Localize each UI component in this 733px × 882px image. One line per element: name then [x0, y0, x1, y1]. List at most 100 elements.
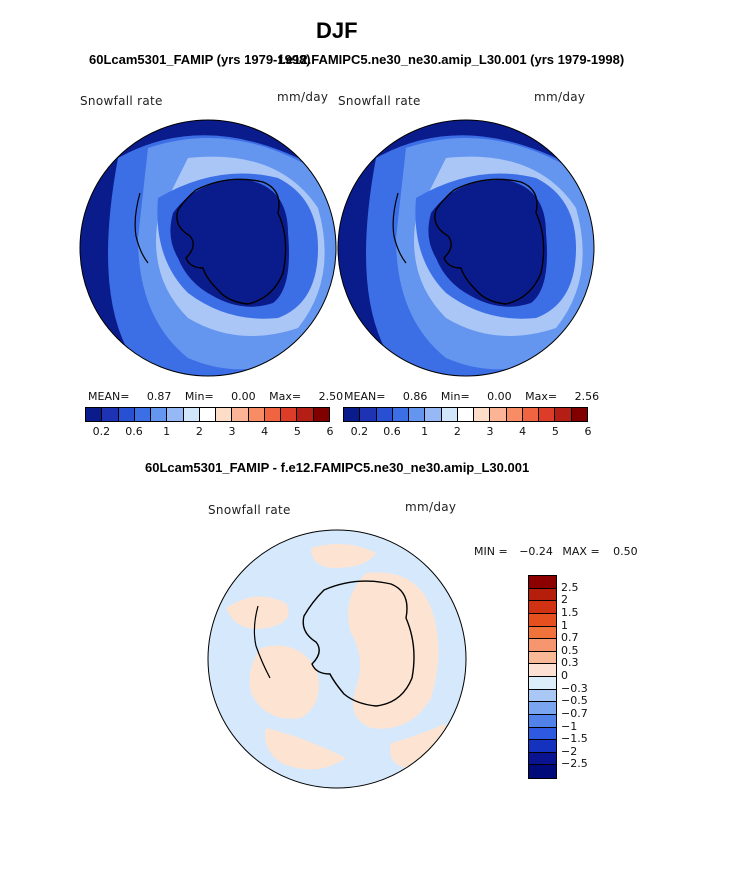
diff-map-positive-region — [348, 572, 439, 729]
colorbar-tick-label: 4 — [519, 425, 527, 438]
right-panel-subtitle: f.e12.FAMIPC5.ne30_ne30.amip_L30.001 (yr… — [278, 52, 625, 67]
colorbar-tick-label: 2 — [453, 425, 461, 438]
right-units-label: mm/day — [534, 90, 586, 104]
diff-map-positive-region — [390, 723, 446, 768]
colorbar-swatch — [522, 408, 540, 421]
colorbar-swatch — [392, 408, 410, 421]
colorbar-swatch — [529, 639, 556, 652]
colorbar-swatch — [199, 408, 217, 421]
colorbar-swatch — [102, 408, 119, 421]
right-stats: MEAN= 0.86 Min= 0.00 Max= 2.56 — [344, 390, 599, 403]
colorbar-swatch — [490, 408, 507, 421]
colorbar-swatch — [183, 408, 200, 421]
colorbar-level-label: 0 — [561, 669, 568, 682]
colorbar-tick-label: 6 — [326, 425, 334, 438]
colorbar-swatch — [529, 601, 556, 614]
colorbar-swatch — [151, 408, 168, 421]
colorbar-swatch — [297, 408, 314, 421]
colorbar-swatch — [529, 727, 556, 741]
diff-min-value: −0.24 — [519, 545, 553, 558]
diff-map-positive-region — [265, 728, 346, 770]
right-max-label: Max= — [525, 390, 558, 403]
colorbar-tick-label: 5 — [293, 425, 301, 438]
colorbar-swatch — [248, 408, 265, 421]
map-peninsula-coast — [392, 192, 407, 264]
left-max-label: Max= — [269, 390, 302, 403]
left-min-label: Min= — [184, 390, 214, 403]
right-variable-label: Snowfall rate — [338, 94, 421, 108]
colorbar-tick-label: 5 — [551, 425, 559, 438]
left-polar-map — [79, 119, 337, 377]
colorbar-level-label: 0.5 — [561, 643, 579, 657]
colorbar-swatch — [529, 576, 556, 589]
colorbar-swatch — [506, 408, 523, 421]
colorbar-tick-label: 2 — [195, 425, 203, 438]
diff-units-label: mm/day — [405, 500, 457, 514]
colorbar-swatch — [529, 765, 556, 778]
map-antarctica-coast — [434, 178, 545, 305]
left-mean-label: MEAN= — [88, 390, 130, 403]
map-peninsula-coast — [134, 192, 149, 264]
colorbar-level-label: −0.5 — [561, 694, 588, 708]
colorbar-level-label: −2 — [561, 744, 578, 758]
colorbar-swatch — [529, 714, 556, 728]
colorbar-tick-label: 3 — [486, 425, 494, 438]
colorbar-swatch — [529, 613, 556, 627]
left-stats: MEAN= 0.87 Min= 0.00 Max= 2.50 — [88, 390, 343, 403]
colorbar-level-label: 1.5 — [561, 605, 579, 619]
colorbar-swatch — [134, 408, 152, 421]
colorbar-level-label: 0.3 — [561, 656, 579, 670]
right-mean-label: MEAN= — [344, 390, 386, 403]
map-antarctica-coast — [176, 178, 287, 305]
difference-subtitle: 60Lcam5301_FAMIP - f.e12.FAMIPC5.ne30_ne… — [145, 460, 530, 475]
left-colorbar — [85, 407, 330, 422]
map-antarctica-fill — [170, 179, 289, 307]
diff-variable-label: Snowfall rate — [208, 503, 291, 517]
colorbar-swatch — [529, 702, 556, 715]
colorbar-swatch — [441, 408, 458, 421]
colorbar-swatch — [529, 626, 556, 640]
colorbar-swatch — [232, 408, 249, 421]
colorbar-tick-label: 1 — [421, 425, 429, 438]
colorbar-swatch — [529, 664, 556, 677]
page-title: DJF — [316, 18, 358, 43]
diff-map-positive-region — [311, 544, 376, 568]
colorbar-swatch — [409, 408, 426, 421]
colorbar-swatch — [344, 408, 361, 421]
colorbar-level-label: −2.5 — [561, 757, 588, 771]
colorbar-swatch — [529, 752, 556, 766]
colorbar-swatch — [281, 408, 298, 421]
difference-colorbar — [528, 575, 557, 779]
left-units-label: mm/day — [277, 90, 329, 104]
right-min-label: Min= — [440, 390, 470, 403]
colorbar-tick-label: 0.2 — [350, 425, 369, 438]
colorbar-swatch — [539, 408, 556, 421]
right-mean-value: 0.86 — [402, 390, 428, 403]
colorbar-swatch — [571, 408, 587, 421]
colorbar-swatch — [425, 408, 442, 421]
diff-map-antarctica-coast — [302, 580, 415, 707]
colorbar-swatch — [376, 408, 393, 421]
colorbar-swatch — [529, 588, 556, 602]
colorbar-swatch — [167, 408, 184, 421]
diff-map-positive-region — [249, 645, 319, 719]
colorbar-swatch — [529, 689, 556, 703]
right-colorbar — [343, 407, 588, 422]
colorbar-tick-label: 0.6 — [125, 425, 143, 438]
colorbar-swatch — [529, 677, 556, 690]
colorbar-level-label: −0.3 — [561, 681, 588, 695]
difference-polar-map — [207, 529, 467, 789]
colorbar-tick-label: 0.6 — [383, 425, 401, 438]
colorbar-tick-label: 6 — [584, 425, 592, 438]
colorbar-level-label: 2.5 — [561, 580, 579, 594]
colorbar-level-label: 0.7 — [561, 631, 579, 645]
diff-map-positive-region — [226, 596, 289, 629]
left-variable-label: Snowfall rate — [80, 94, 163, 108]
colorbar-tick-label: 1 — [163, 425, 171, 438]
right-polar-map — [337, 119, 595, 377]
colorbar-swatch — [313, 408, 329, 421]
colorbar-swatch — [86, 408, 103, 421]
left-mean-value: 0.87 — [146, 390, 172, 403]
colorbar-tick-label: 0.2 — [92, 425, 111, 438]
diff-min-label: MIN = — [474, 545, 508, 558]
